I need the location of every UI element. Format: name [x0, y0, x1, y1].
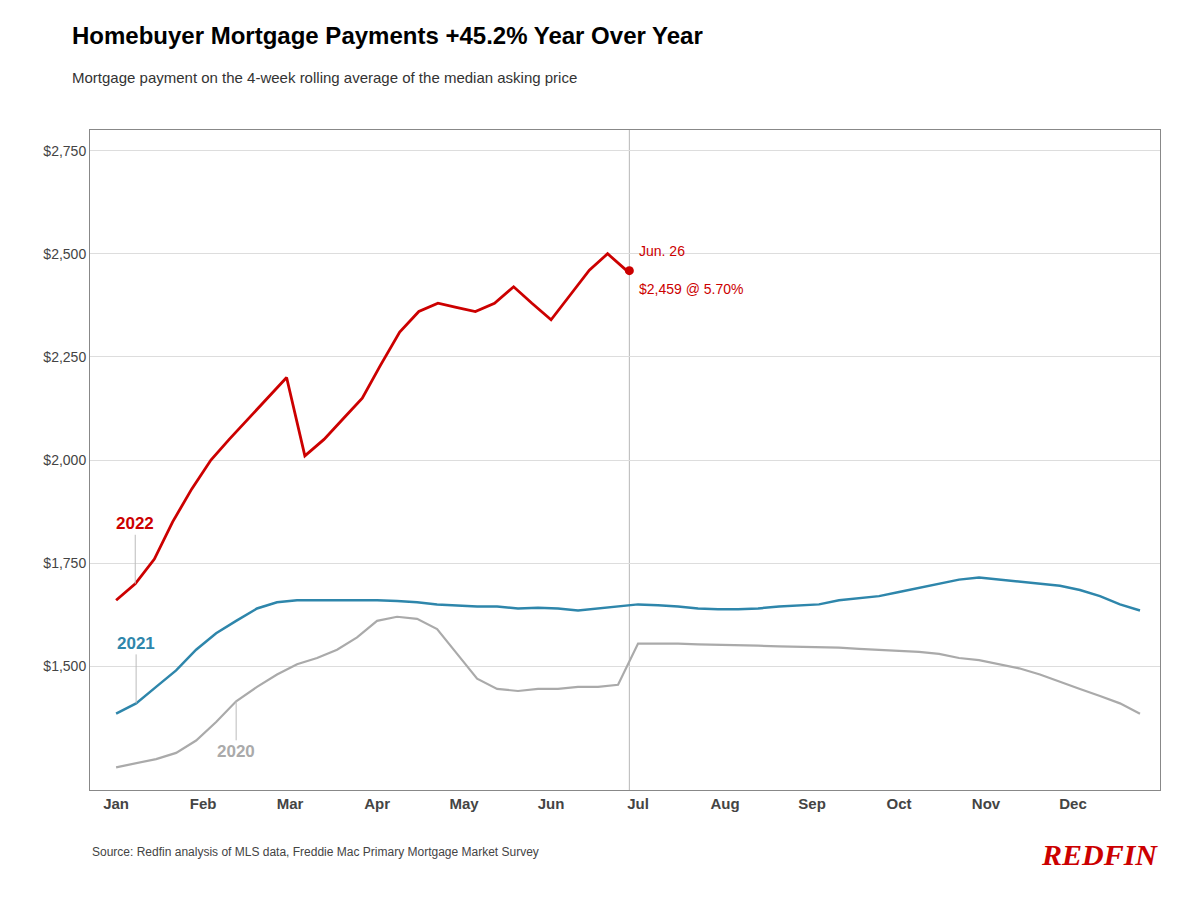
- svg-text:$2,459 @ 5.70%: $2,459 @ 5.70%: [639, 281, 744, 297]
- svg-text:Feb: Feb: [190, 795, 217, 812]
- svg-text:Source: Redfin analysis of MLS: Source: Redfin analysis of MLS data, Fre…: [92, 845, 539, 859]
- svg-text:Aug: Aug: [710, 795, 739, 812]
- svg-text:Jan: Jan: [103, 795, 129, 812]
- svg-text:Apr: Apr: [364, 795, 390, 812]
- svg-text:2020: 2020: [217, 742, 255, 761]
- svg-text:2021: 2021: [117, 634, 155, 653]
- svg-text:$1,750: $1,750: [43, 555, 86, 571]
- svg-text:Dec: Dec: [1059, 795, 1087, 812]
- svg-text:Mortgage payment on the 4-week: Mortgage payment on the 4-week rolling a…: [72, 69, 577, 86]
- svg-text:Sep: Sep: [798, 795, 826, 812]
- svg-text:$2,500: $2,500: [43, 246, 86, 262]
- svg-text:Oct: Oct: [887, 795, 912, 812]
- svg-text:Jul: Jul: [627, 795, 649, 812]
- svg-text:$1,500: $1,500: [43, 658, 86, 674]
- svg-text:May: May: [449, 795, 479, 812]
- svg-text:Homebuyer Mortgage Payments +4: Homebuyer Mortgage Payments +45.2% Year …: [72, 22, 703, 49]
- svg-text:Jun: Jun: [538, 795, 565, 812]
- svg-text:Mar: Mar: [277, 795, 304, 812]
- svg-text:REDFIN: REDFIN: [1041, 838, 1158, 871]
- svg-text:Nov: Nov: [972, 795, 1001, 812]
- svg-text:Jun. 26: Jun. 26: [639, 243, 685, 259]
- svg-text:2022: 2022: [116, 514, 154, 533]
- svg-text:$2,000: $2,000: [43, 452, 86, 468]
- svg-text:$2,250: $2,250: [43, 349, 86, 365]
- svg-text:$2,750: $2,750: [43, 143, 86, 159]
